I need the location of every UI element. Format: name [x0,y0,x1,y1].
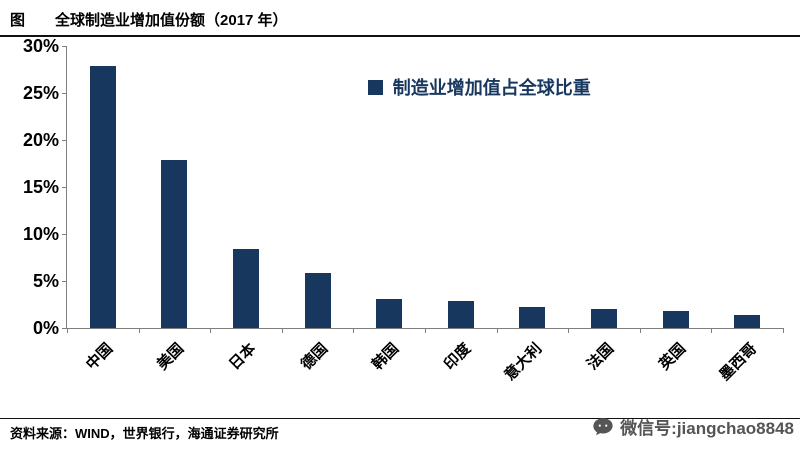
bar [233,249,259,328]
y-tick-label: 25% [22,82,59,103]
wechat-icon [592,416,614,438]
legend-swatch-icon [367,79,383,95]
bar [447,300,474,328]
bar [662,311,689,328]
footer-divider [0,418,800,419]
x-tick-mark [281,328,283,333]
x-tick-mark [568,328,570,333]
x-tick-mark [138,328,140,333]
y-tick-mark [62,234,67,235]
x-axis-labels: 中国 美国 日本 德国 韩国 印度 意大利 法国 英国 墨西哥 [66,334,782,414]
legend-label: 制造业增加值占全球比重 [392,78,591,99]
y-tick-label: 15% [22,177,59,197]
bar [519,307,546,328]
y-tick-mark [62,281,67,282]
x-tick-mark [496,328,498,333]
chart-title: 全球制造业增加值份额（2017 年） [55,12,288,29]
x-tick-mark [210,328,212,333]
x-tick-mark [711,328,713,333]
watermark-text: 微信号:jiangchao8848 [620,419,794,438]
legend: 制造业增加值占全球比重 [367,74,591,100]
header-divider [0,35,800,37]
y-tick-mark [62,328,67,329]
bar-chart: 制造业增加值占全球比重 30% 25% 20% 15% 10% 5% 0% 中国 美国 日本 德国… [14,36,786,402]
bar [304,273,331,328]
chart-header: 图 全球制造业增加值份额（2017 年） [10,9,288,30]
y-tick-label: 0% [32,318,59,338]
y-tick-label: 10% [22,223,59,244]
bar [376,298,403,328]
watermark: 微信号:jiangchao8848 [592,414,794,439]
y-tick-mark [62,46,67,47]
x-tick-mark [639,328,641,333]
bar [591,309,617,328]
x-tick-mark [425,328,426,333]
plot-area: 制造业增加值占全球比重 30% 25% 20% 15% 10% 5% 0% [23,36,784,338]
x-tick-mark [67,328,68,333]
y-tick-label: 30% [22,36,59,56]
y-tick-mark [62,140,67,141]
bar [734,314,761,328]
x-tick-mark [353,328,355,333]
y-tick-mark [62,93,67,94]
figure-label: 图 [10,12,26,29]
x-tick-mark [783,328,784,333]
y-tick-label: 20% [22,129,59,150]
y-tick-label: 5% [32,271,59,291]
source-note: 资料来源：WIND，世界银行，海通证券研究所 [10,426,279,441]
bar [89,65,116,328]
bar [161,159,188,328]
y-tick-mark [62,187,67,188]
